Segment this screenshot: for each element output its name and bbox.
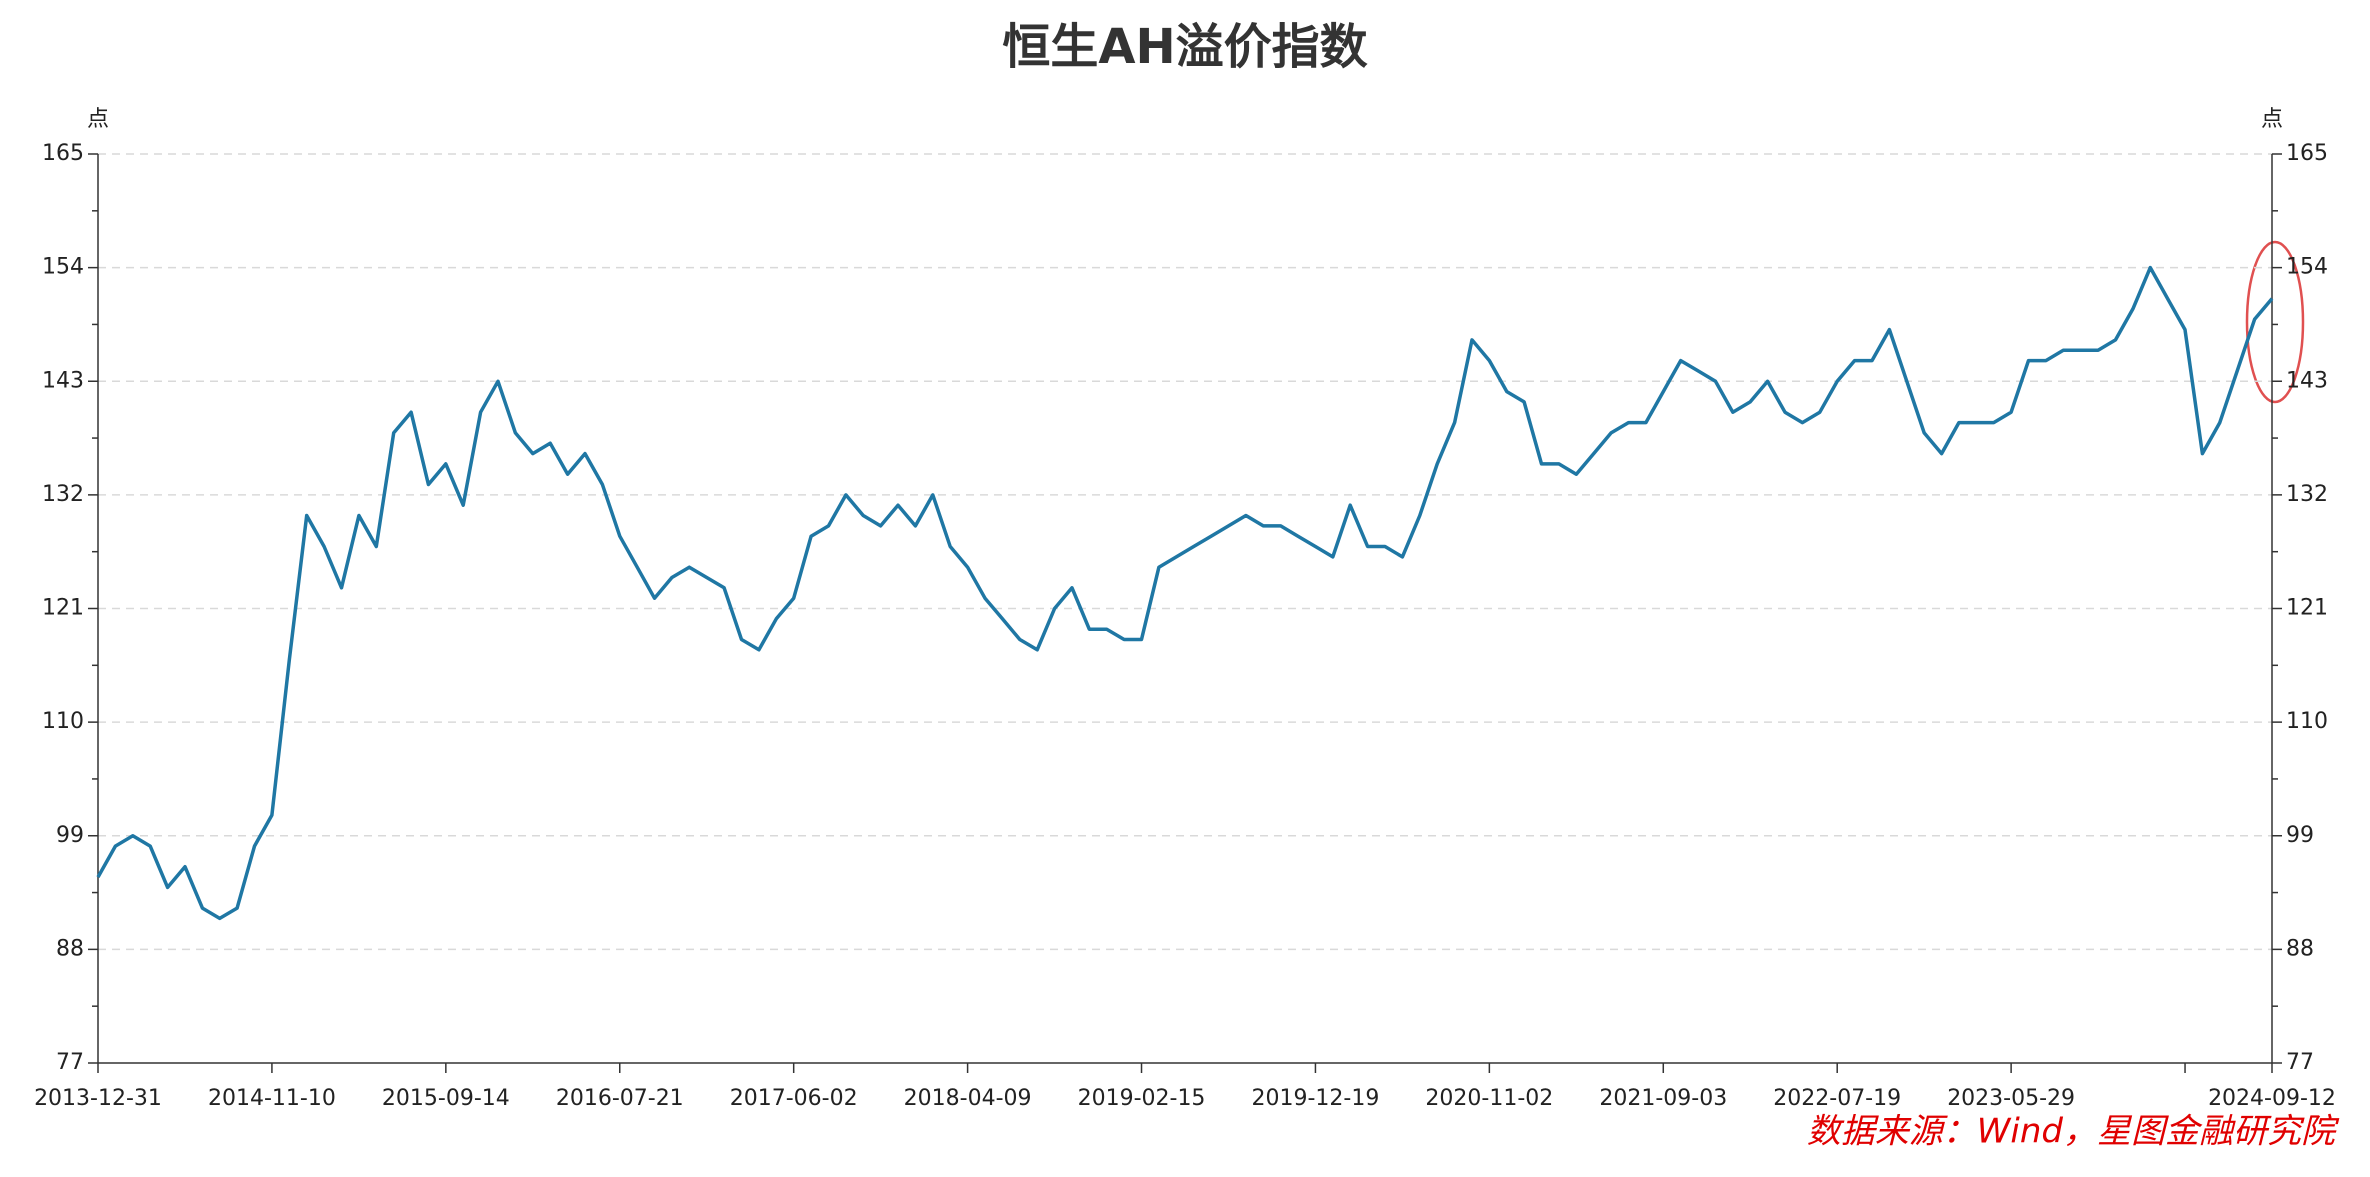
y-tick-label: 88 — [56, 936, 84, 961]
y2-tick-label: 88 — [2286, 936, 2314, 961]
y-axis-label: 点 — [87, 107, 109, 132]
y2-tick-label: 77 — [2286, 1050, 2314, 1075]
y-tick-label: 121 — [42, 596, 84, 621]
x-tick-label: 2013-12-31 — [34, 1086, 162, 1111]
x-tick-label: 2020-11-02 — [1425, 1086, 1553, 1111]
y2-axis-label: 点 — [2261, 107, 2283, 132]
x-tick-label: 2019-12-19 — [1252, 1086, 1380, 1111]
y2-tick-label: 165 — [2286, 141, 2328, 166]
x-tick-label: 2018-04-09 — [904, 1086, 1032, 1111]
x-tick-label: 2021-09-03 — [1599, 1086, 1727, 1111]
x-tick-label: 2016-07-21 — [556, 1086, 684, 1111]
chart-title: 恒生AH溢价指数 — [1002, 19, 1367, 75]
y-tick-label: 99 — [56, 823, 84, 848]
y2-tick-label: 143 — [2286, 368, 2328, 393]
highlight-ellipse — [2245, 240, 2305, 404]
y-tick-label: 110 — [42, 709, 84, 734]
x-tick-label: 2022-07-19 — [1773, 1086, 1901, 1111]
x-tick-label: 2014-11-10 — [208, 1086, 336, 1111]
y-tick-label: 132 — [42, 482, 84, 507]
data-line — [96, 265, 2274, 921]
y-tick-label: 77 — [56, 1050, 84, 1075]
y-tick-label: 143 — [42, 368, 84, 393]
y2-tick-label: 99 — [2286, 823, 2314, 848]
x-tick-label: 2024-09-12 — [2208, 1086, 2336, 1111]
x-tick-label: 2017-06-02 — [730, 1086, 858, 1111]
source-note: 数据来源：Wind，星图金融研究院 — [1807, 1112, 2340, 1152]
y2-tick-label: 154 — [2286, 255, 2328, 280]
y-tick-label: 165 — [42, 141, 84, 166]
y-tick-label: 154 — [42, 255, 84, 280]
x-tick-label: 2019-02-15 — [1078, 1086, 1206, 1111]
y2-tick-label: 132 — [2286, 482, 2328, 507]
x-tick-label: 2015-09-14 — [382, 1086, 510, 1111]
y2-tick-label: 121 — [2286, 596, 2328, 621]
x-tick-label: 2023-05-29 — [1947, 1086, 2075, 1111]
y2-tick-label: 110 — [2286, 709, 2328, 734]
